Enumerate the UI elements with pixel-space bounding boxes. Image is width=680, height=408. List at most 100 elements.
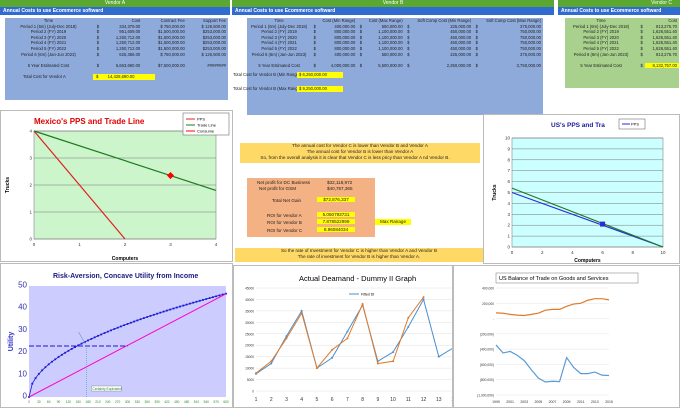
x-tick-label: 570 [213,400,219,404]
table-cell: Period 5 (FY) 2022 [583,45,619,51]
series-point [346,330,349,333]
total-label: Total Cost for Vendor B (Min Range [233,72,299,78]
y-tick-label: 0 [23,392,28,401]
x-tick-label: 2005 [534,400,542,404]
roi-c-label: ROI for Vendor C [267,228,303,233]
table-cell: 4,000,000.00 [330,62,356,68]
series-line-goods [495,344,610,383]
table-row: Period 5 (FY) 2022 $1,250,712.00 $1,500,00… [5,46,228,52]
table-cell: 375,000.00 [520,23,541,29]
estimate-row: 5 Year Estimated Cost $4,000,000.00 $5,500… [247,63,543,69]
table-cell: $1,500,000.00 [158,34,185,40]
title-box [495,272,639,284]
x-tick-label: 2015 [605,400,613,404]
x-tick-label: 240 [105,400,111,404]
table-cell: Period 2 (FY) 2019 [583,29,619,35]
x-tick-label: 6 [331,397,334,403]
table-cell: 750,000.00 [520,45,541,51]
x-tick-label: 8 [361,397,364,403]
cost-table: Time Cost Contract Fee Support Fee Period 1 … [5,18,228,68]
table-cell: 450,000.00 [450,45,472,51]
x-tick-label: 10 [660,250,666,255]
table-cell: 625,366.00 [119,51,141,57]
table-cell: ######## [207,62,226,68]
y-tick-label: 10 [18,369,27,378]
total-label: Total Cost for Vendor A [23,74,66,80]
risk-aversion-chart[interactable]: Risk-Aversion, Concave Utility from Inco… [0,263,233,408]
table-cell: 550,000.00 [381,23,403,29]
table-cell: $ [640,29,643,35]
x-tick-label: 210 [95,400,101,404]
y-tick-label: 2 [507,223,510,228]
actual-demand-chart[interactable]: Actual Deamand - Dummy II Graph 0 5000 1000… [233,265,453,408]
x-tick-label: 2001 [506,400,514,404]
net-dc-value: $32,118,972 [327,180,353,185]
roi-b-label: ROI for Vendor B [267,220,302,225]
table-cell: 1,250,712.00 [115,34,141,40]
y-tick-label: (400,000) [480,348,494,352]
table-cell: 750,000.00 [520,40,541,46]
table-cell: $ [407,23,410,29]
x-tick-label: 2003 [520,400,528,404]
y-tick-label: 10000 [245,367,254,371]
series-point [300,309,303,312]
table-cell: $ [407,62,410,68]
us-pps-chart[interactable]: US's PPS and Tra 0 1 2 3 4 5 6 7 8 9 10 0 2 4 6 8 10 Compu… [483,114,680,264]
conclusion-line: The annual cost for Vendor C is lower th… [292,143,428,148]
estimate-row: 5 Year Estimated Cost $5,663,690.00 $7,500… [5,63,228,69]
y-tick-label: 400,000 [482,287,494,291]
x-tick-label: 60 [47,400,51,404]
certainty-equivalent-label: Certainty Equivalent [92,387,122,391]
vendor-b-total: Total Cost for Vendor B (Max Range $ 9,25… [233,86,543,93]
table-cell: 813,275.70 [656,51,677,57]
x-tick-label: 270 [115,400,121,404]
table-cell: 1,626,551.40 [652,34,677,40]
conclusion-line: So the rate of Investment for Vendor C i… [280,248,438,253]
x-tick-label: 3 [285,397,288,403]
x-tick-label: 14 [451,397,453,403]
chart-title: US Balance of Trade on Goods and Service… [499,276,609,282]
y-tick-label: 0 [29,237,32,242]
table-cell: 800,000.00 [334,29,356,35]
table-row: Period 2 (FY) 2019 $1,626,551.40 [565,29,679,35]
series-point [285,337,288,340]
y-tick-label: 1 [507,234,510,239]
x-tick-label: 10 [390,397,396,403]
x-tick-label: 300 [125,400,131,404]
y-tick-label: 6 [507,179,510,184]
legend: PPS [618,118,646,130]
series-line-trade-line [33,130,217,191]
total-net-gain-value: $72,876,337 [317,197,355,202]
annotation-arrow [78,331,86,345]
total-value: $ 14,428,690.00 [93,74,155,80]
x-tick-label: 13 [436,397,442,403]
annotation-box [91,385,122,392]
y-tick-label: (1,000,000) [477,394,494,398]
table-row: Period 4 (FY) 2021 $800,000.00 $1,100,000.… [247,40,543,46]
table-row: Period 1 (6m) (July-Dec 2018) $334,379.00… [5,24,228,30]
table-header-row: Time Cost (Min Range) Cost (Max Range) Soft… [247,18,543,24]
cost-table: Time Cost Period 1 (6m) (July-Dec 2018) $81… [565,18,679,69]
table-row: Period 1 (6m) (July-Dec 2018) $400,000.00… [247,24,543,30]
table-cell: Soft Comp Cost (Min Range) [417,18,472,23]
table-cell: 800,000.00 [334,40,356,46]
roi-panel: Net profit for DC Business $32,118,972 N… [247,178,375,237]
table-cell: $ [407,40,410,46]
table-cell: $ [407,45,410,51]
table-cell: $253,000.00 [202,34,226,40]
table-cell: $ [313,23,316,29]
table-cell: $1,500,000.00 [158,40,185,46]
vendor-b-table: Time Cost (Min Range) Cost (Max Range) Soft… [233,18,543,115]
mexico-pps-chart[interactable]: Mexico's PPS and Trade Line 0 1 2 3 4 0 1 2 3 4 Com… [0,110,233,262]
table-cell: 2,250,000.00 [446,62,472,68]
y-tick-label: 35000 [245,309,254,313]
table-cell: 8,132,757.00 [644,62,679,69]
us-balance-trade-chart[interactable]: US Balance of Trade on Goods and Service… [453,265,680,408]
y-tick-label: 5000 [247,378,254,382]
roi-b-value: 7.878522999 [317,219,355,224]
table-cell: $ [313,51,316,57]
legend-label: PPS [631,122,639,127]
table-cell: $ [475,45,478,51]
table-row: Period 6 (6m) (Jan-Jun 2023) $813,275.70 [565,52,679,58]
vendor-b-header: Vendor B [232,0,554,7]
